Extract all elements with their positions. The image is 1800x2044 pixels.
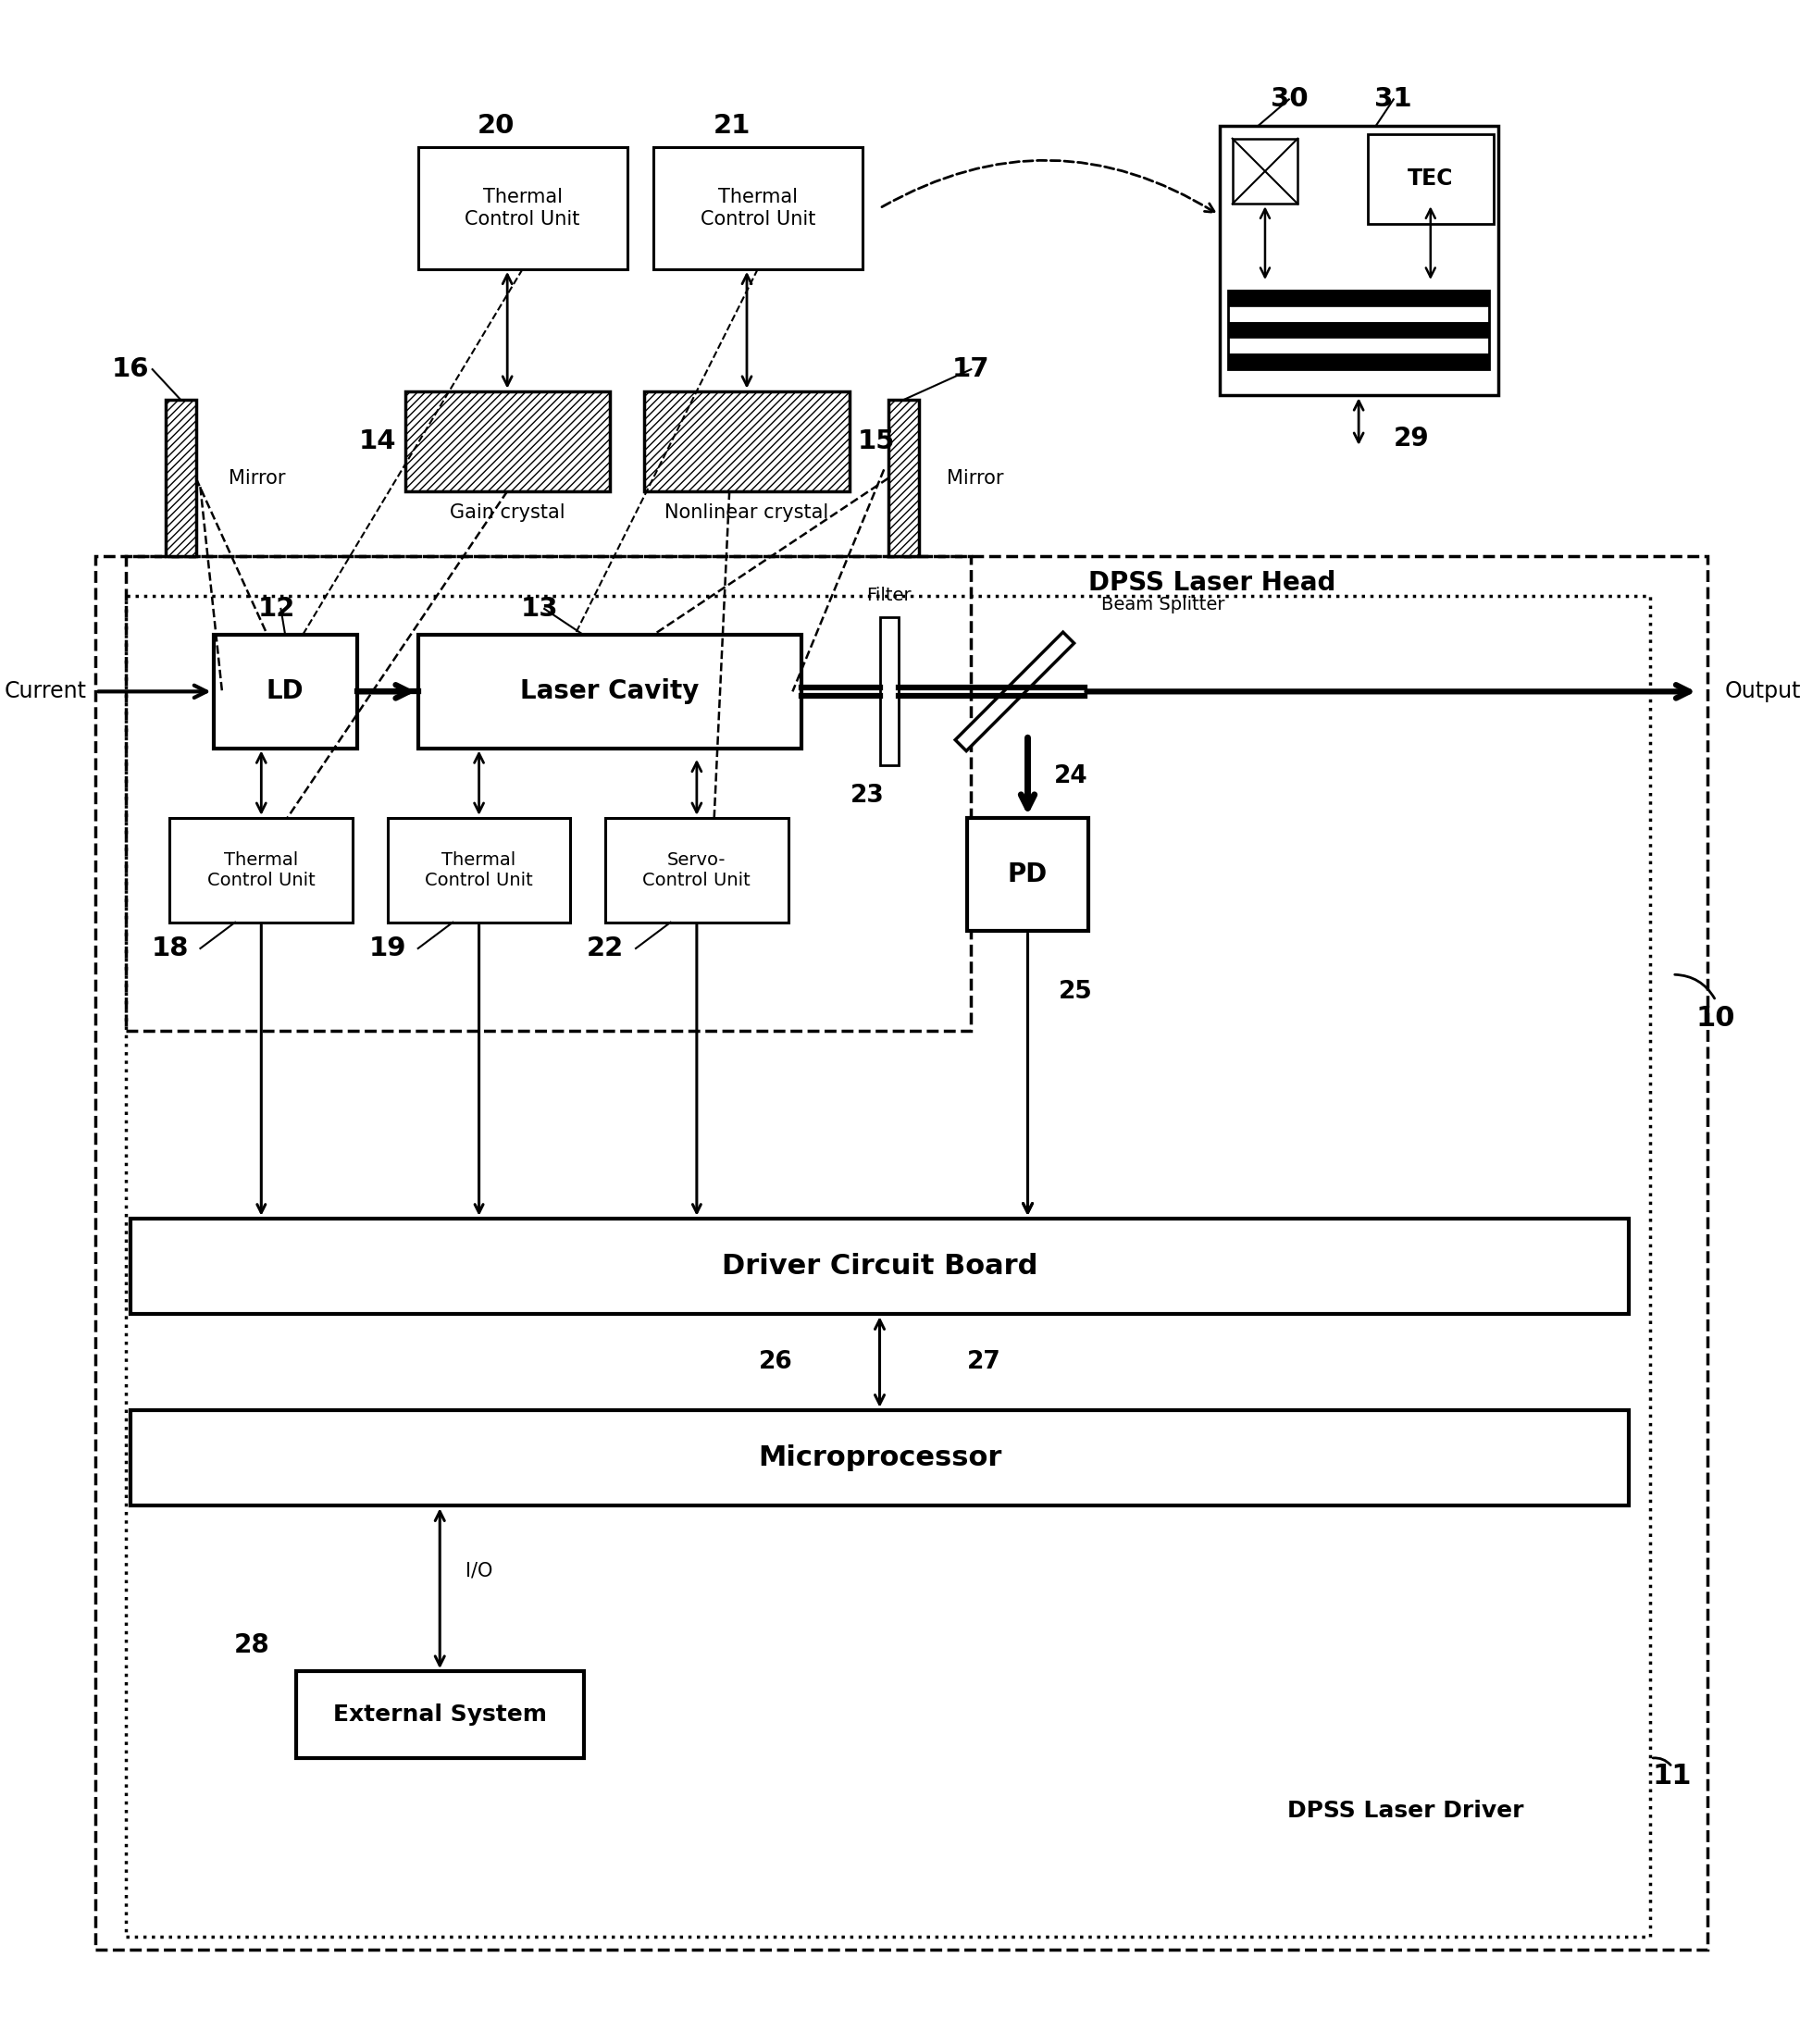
Text: I/O: I/O [466, 1562, 493, 1580]
Text: 29: 29 [1393, 425, 1429, 452]
Text: 10: 10 [1696, 1006, 1735, 1032]
Bar [405, 390, 610, 491]
Bar [1219, 125, 1498, 394]
Bar [297, 1672, 583, 1758]
Bar [126, 595, 1651, 1938]
Bar [956, 632, 1075, 750]
Text: Current: Current [5, 681, 86, 703]
Text: 31: 31 [1375, 86, 1413, 112]
Text: Beam Splitter: Beam Splitter [1102, 595, 1226, 613]
Text: 26: 26 [758, 1349, 792, 1374]
Text: Thermal
Control Unit: Thermal Control Unit [464, 188, 580, 229]
Bar [1228, 290, 1489, 370]
Bar [889, 401, 918, 556]
Text: Laser Cavity: Laser Cavity [520, 679, 698, 705]
Text: PD: PD [1008, 861, 1048, 887]
Text: 19: 19 [369, 936, 407, 961]
Bar [967, 818, 1089, 930]
Bar [387, 818, 571, 922]
Bar [1228, 290, 1489, 307]
Bar [1228, 337, 1489, 354]
Text: 20: 20 [477, 112, 515, 139]
Text: Servo-
Control Unit: Servo- Control Unit [643, 850, 751, 889]
Text: 22: 22 [587, 936, 625, 961]
Bar [644, 390, 850, 491]
Bar [1368, 135, 1494, 225]
Text: Microprocessor: Microprocessor [758, 1445, 1001, 1472]
Bar [166, 401, 196, 556]
Text: DPSS Laser Driver: DPSS Laser Driver [1287, 1799, 1525, 1821]
Text: 15: 15 [859, 427, 895, 454]
Bar [605, 818, 788, 922]
Text: 14: 14 [358, 427, 396, 454]
Bar [418, 636, 801, 748]
Text: 12: 12 [257, 597, 295, 621]
Text: Mirror: Mirror [947, 468, 1004, 486]
Bar [214, 636, 356, 748]
Bar [653, 147, 862, 270]
Bar [95, 556, 1706, 1950]
Text: 16: 16 [112, 356, 149, 382]
Text: 24: 24 [1053, 764, 1087, 789]
Text: 28: 28 [234, 1631, 270, 1658]
Text: Nonlinear crystal: Nonlinear crystal [664, 503, 828, 523]
Text: 30: 30 [1271, 86, 1309, 112]
Text: Gain crystal: Gain crystal [450, 503, 565, 523]
Bar [131, 1410, 1629, 1506]
Text: Thermal
Control Unit: Thermal Control Unit [425, 850, 533, 889]
Bar [169, 818, 353, 922]
Text: Output: Output [1724, 681, 1800, 703]
Text: Filter: Filter [868, 587, 913, 605]
Bar [166, 401, 196, 556]
Text: 25: 25 [1058, 979, 1093, 1004]
Text: 27: 27 [967, 1349, 1001, 1374]
Bar [131, 1218, 1629, 1314]
Text: 13: 13 [522, 597, 558, 621]
Text: Driver Circuit Board: Driver Circuit Board [722, 1253, 1037, 1280]
Text: DPSS Laser Head: DPSS Laser Head [1089, 570, 1336, 595]
Bar [1228, 307, 1489, 323]
Bar [1228, 354, 1489, 370]
Bar [889, 401, 918, 556]
Bar [405, 390, 610, 491]
Text: 23: 23 [850, 785, 884, 807]
Text: Thermal
Control Unit: Thermal Control Unit [700, 188, 815, 229]
Text: 18: 18 [151, 936, 189, 961]
Bar [880, 617, 898, 766]
Text: 21: 21 [713, 112, 751, 139]
Text: 17: 17 [952, 356, 990, 382]
Text: TEC: TEC [1408, 168, 1453, 190]
Bar [1233, 139, 1298, 204]
Bar [418, 147, 626, 270]
Text: External System: External System [333, 1703, 547, 1725]
Text: 11: 11 [1652, 1762, 1692, 1788]
Bar [1228, 323, 1489, 337]
Text: LD: LD [266, 679, 304, 705]
Bar [644, 390, 850, 491]
Text: Mirror: Mirror [229, 468, 286, 486]
Bar [126, 556, 972, 1030]
Text: Thermal
Control Unit: Thermal Control Unit [207, 850, 315, 889]
